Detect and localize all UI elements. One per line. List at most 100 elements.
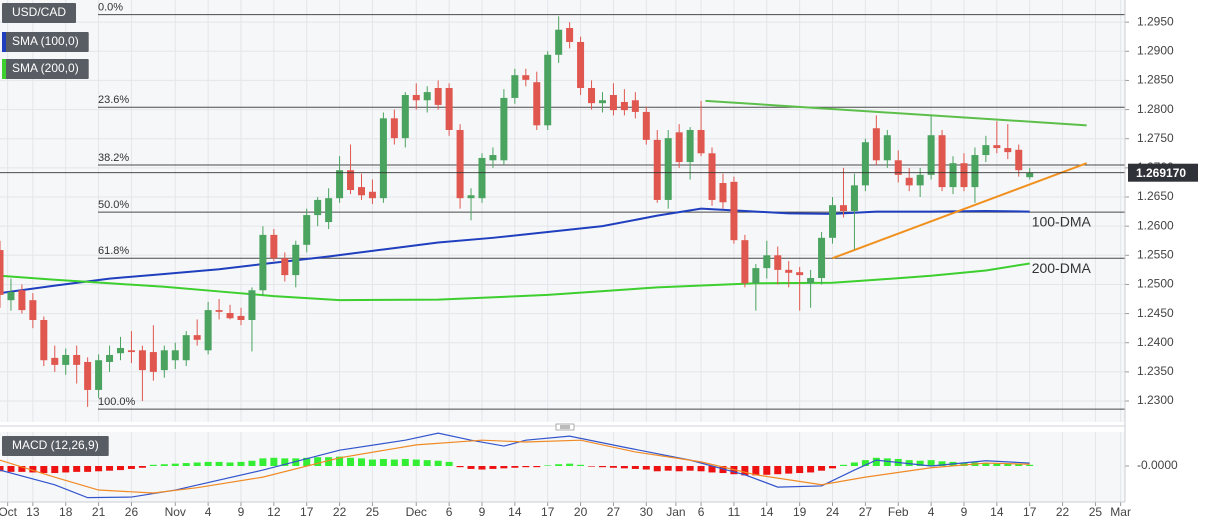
y-tick-label: 1.2350	[1137, 364, 1174, 378]
macd-histogram-bar	[697, 466, 705, 472]
candle-body	[160, 350, 168, 371]
series-annotation: 200-DMA	[1032, 260, 1092, 276]
macd-histogram-bar	[29, 466, 37, 473]
x-tick-label: Dec	[406, 505, 427, 519]
x-tick-label: Jan	[666, 505, 685, 519]
macd-histogram-bar	[533, 466, 541, 468]
macd-histogram-bar	[741, 466, 749, 476]
candle-body	[577, 41, 585, 89]
candle-body	[149, 352, 157, 372]
candle-body	[127, 350, 135, 353]
x-tick-label: 14	[508, 505, 522, 519]
macd-histogram-bar	[336, 456, 344, 466]
x-tick-label: Oct	[0, 505, 18, 519]
candle-body	[631, 100, 639, 112]
candle-body	[379, 118, 387, 199]
macd-histogram-bar	[489, 466, 497, 469]
candle-body	[138, 350, 146, 371]
y-tick-label: 1.2900	[1137, 43, 1174, 57]
macd-histogram-bar	[292, 458, 300, 466]
legend-label: MACD (12,26,9)	[12, 438, 99, 452]
macd-histogram-bar	[620, 466, 628, 469]
macd-histogram-bar	[7, 466, 15, 472]
macd-histogram-bar	[478, 466, 486, 470]
candle-body	[719, 183, 727, 203]
macd-histogram-bar	[149, 464, 157, 466]
legend-box	[2, 59, 89, 79]
macd-histogram-bar	[325, 457, 333, 466]
candle-body	[927, 135, 935, 175]
candle-body	[357, 187, 365, 196]
macd-histogram-bar	[883, 458, 891, 466]
candle-body	[40, 319, 48, 361]
macd-histogram-bar	[127, 466, 135, 469]
candle-body	[598, 100, 606, 104]
candle-body	[686, 129, 694, 163]
x-tick-label: 22	[1056, 505, 1070, 519]
x-tick-label: 30	[640, 505, 654, 519]
x-tick-label: 13	[26, 505, 40, 519]
fib-level-label: 0.0%	[98, 1, 123, 13]
candle-body	[818, 237, 826, 279]
candle-body	[960, 163, 968, 188]
candle-body	[292, 244, 300, 276]
legend-swatch	[2, 32, 6, 52]
candle-body	[467, 195, 475, 199]
legend-swatch	[2, 59, 6, 79]
x-tick-label: 22	[333, 505, 347, 519]
fib-level-label: 23.6%	[98, 94, 129, 106]
macd-histogram-bar	[357, 458, 365, 466]
x-tick-label: 9	[961, 505, 968, 519]
candle-body	[226, 313, 234, 319]
macd-histogram-bar	[390, 459, 398, 466]
candle-body	[905, 177, 913, 186]
macd-histogram-bar	[18, 466, 26, 472]
candle-body	[1015, 149, 1023, 171]
macd-histogram-bar	[609, 466, 617, 468]
candle-body	[1026, 172, 1034, 178]
candle-body	[171, 350, 179, 361]
x-tick-label: 27	[607, 505, 621, 519]
macd-histogram-bar	[347, 457, 355, 466]
candle-body	[971, 155, 979, 188]
macd-histogram-bar	[861, 460, 869, 466]
x-tick-label: Mar	[1110, 505, 1131, 519]
y-tick-label: 1.2450	[1137, 306, 1174, 320]
candle-body	[785, 269, 793, 273]
candle-body	[774, 255, 782, 270]
candle-body	[982, 145, 990, 156]
candle-body	[533, 82, 541, 126]
fib-level-label: 61.8%	[98, 245, 129, 257]
macd-histogram-bar	[938, 461, 946, 466]
macd-histogram-bar	[456, 466, 464, 468]
macd-panel	[0, 432, 1034, 499]
candle-body	[478, 157, 486, 199]
panel-drag-handle[interactable]	[555, 423, 575, 431]
macd-histogram-bar	[204, 461, 212, 466]
x-tick-label: 14	[990, 505, 1004, 519]
x-tick-label: 17	[541, 505, 555, 519]
candle-body	[500, 97, 508, 161]
candle-body	[270, 234, 278, 259]
macd-histogram-bar	[544, 465, 552, 466]
candle-body	[248, 290, 256, 320]
legend-box	[2, 3, 77, 23]
candle-body	[741, 240, 749, 284]
candle-body	[511, 75, 519, 98]
candle-body	[653, 139, 661, 200]
macd-histogram-bar	[62, 466, 70, 473]
macd-histogram-bar	[664, 466, 672, 471]
last-price-box	[1128, 163, 1198, 182]
candle-body	[752, 268, 760, 284]
macd-histogram-bar	[73, 466, 81, 472]
axes: 1.2300 1.2350 1.2400 1.2450 1.2500 1.2550 1.26…	[0, 14, 1178, 519]
macd-histogram-bar	[0, 466, 4, 472]
candle-body	[489, 155, 497, 161]
y-tick-label: 1.2650	[1137, 189, 1174, 203]
x-tick-label: 27	[859, 505, 873, 519]
macd-histogram-bar	[1004, 463, 1012, 466]
trendline	[705, 99, 1087, 127]
candle-body	[522, 75, 530, 80]
x-tick-label: 9	[238, 505, 245, 519]
macd-histogram-bar	[916, 460, 924, 466]
